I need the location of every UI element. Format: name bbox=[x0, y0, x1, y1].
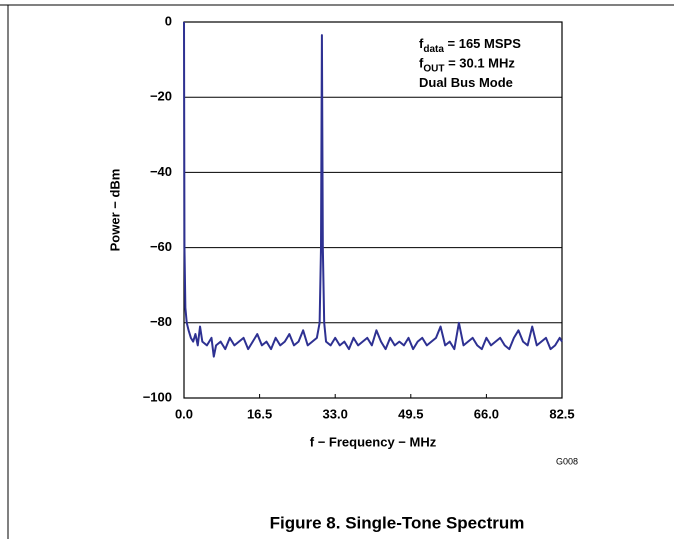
y-tick-label: −60 bbox=[150, 239, 172, 254]
y-tick-label: −40 bbox=[150, 164, 172, 179]
annotation-part: f bbox=[419, 36, 424, 51]
x-tick-label: 0.0 bbox=[175, 406, 193, 421]
annotation-part: = 30.1 MHz bbox=[444, 56, 515, 71]
annotation: fdata = 165 MSPS bbox=[419, 36, 521, 54]
figure-id: G008 bbox=[556, 456, 578, 466]
annotation: fOUT = 30.1 MHz bbox=[419, 56, 515, 74]
annotation-part: = 165 MSPS bbox=[444, 36, 521, 51]
y-tick-label: 0 bbox=[165, 13, 172, 28]
x-tick-label: 16.5 bbox=[247, 406, 272, 421]
x-tick-label: 33.0 bbox=[323, 406, 348, 421]
chart-title: Figure 8. Single-Tone Spectrum bbox=[270, 513, 525, 532]
x-tick-label: 66.0 bbox=[474, 406, 499, 421]
y-tick-label: −80 bbox=[150, 314, 172, 329]
x-axis-label: f − Frequency − MHz bbox=[310, 434, 437, 449]
x-tick-label: 82.5 bbox=[549, 406, 574, 421]
annotation-part: OUT bbox=[423, 63, 444, 74]
y-axis-label: Power − dBm bbox=[107, 169, 122, 252]
annotation: Dual Bus Mode bbox=[419, 75, 513, 90]
y-tick-label: −100 bbox=[143, 389, 172, 404]
x-tick-label: 49.5 bbox=[398, 406, 423, 421]
spectrum-line bbox=[183, 21, 563, 358]
annotation-part: Dual Bus Mode bbox=[419, 75, 513, 90]
y-tick-label: −20 bbox=[150, 89, 172, 104]
annotation-part: f bbox=[419, 56, 424, 71]
annotation-part: data bbox=[423, 44, 444, 55]
